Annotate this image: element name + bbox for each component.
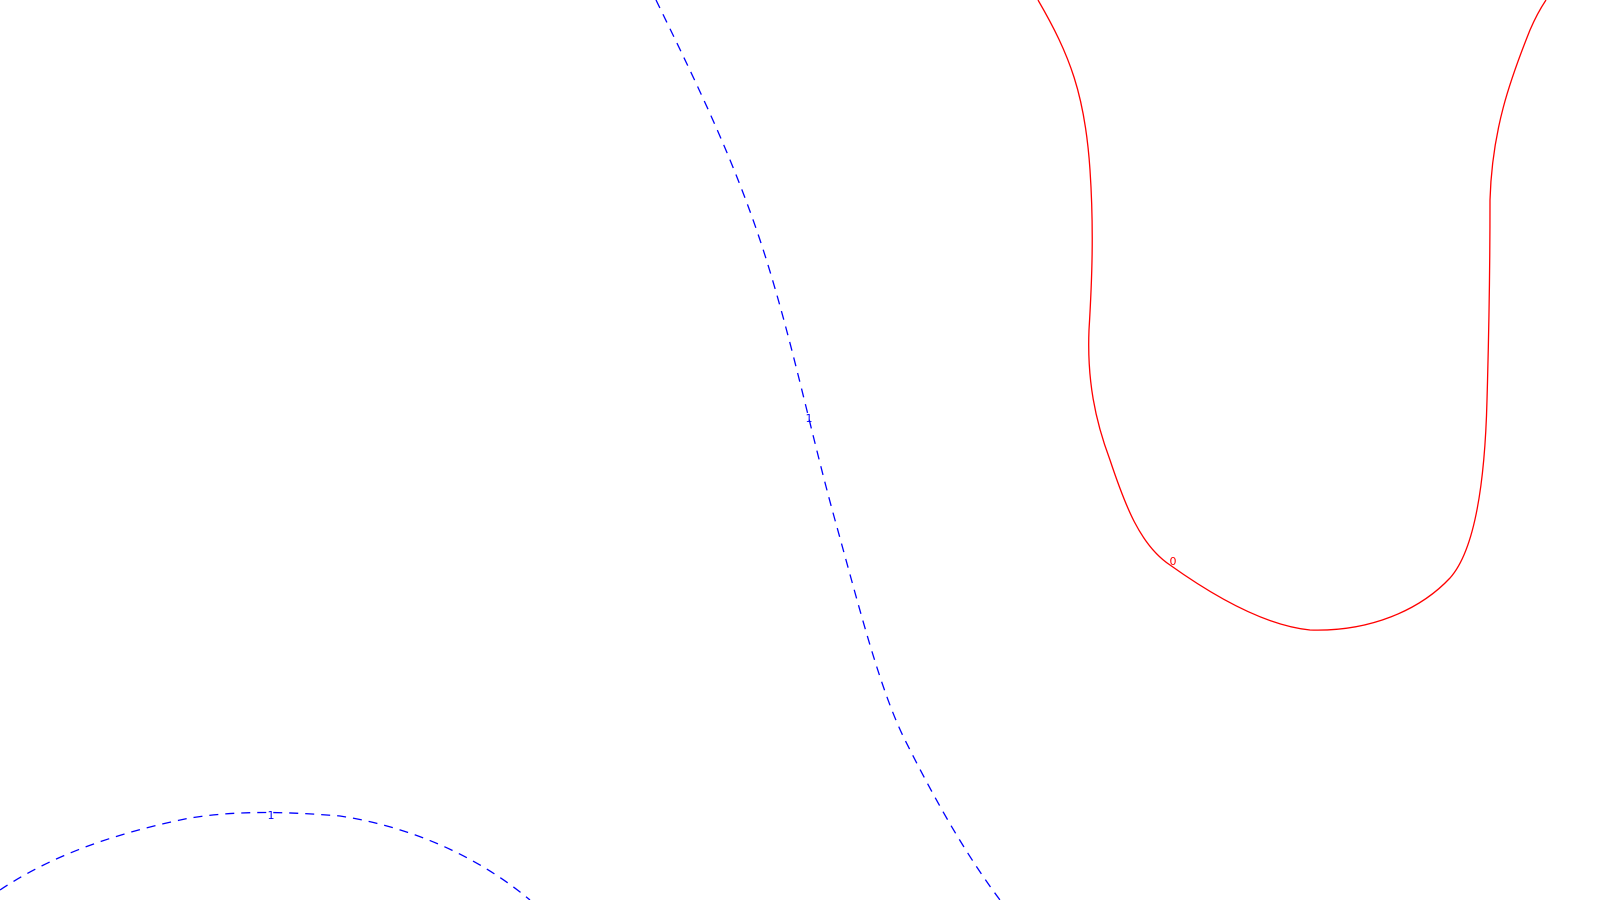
contour-label-1-bottom: 1 — [268, 809, 275, 822]
contour-label-1-diagonal: 1 — [806, 412, 813, 425]
contour-label-0: 0 — [1170, 555, 1177, 568]
contour-line-1-diagonal — [655, 0, 1001, 900]
contour-line-0 — [1037, 0, 1547, 631]
contour-line-1-bottom — [0, 811, 531, 900]
